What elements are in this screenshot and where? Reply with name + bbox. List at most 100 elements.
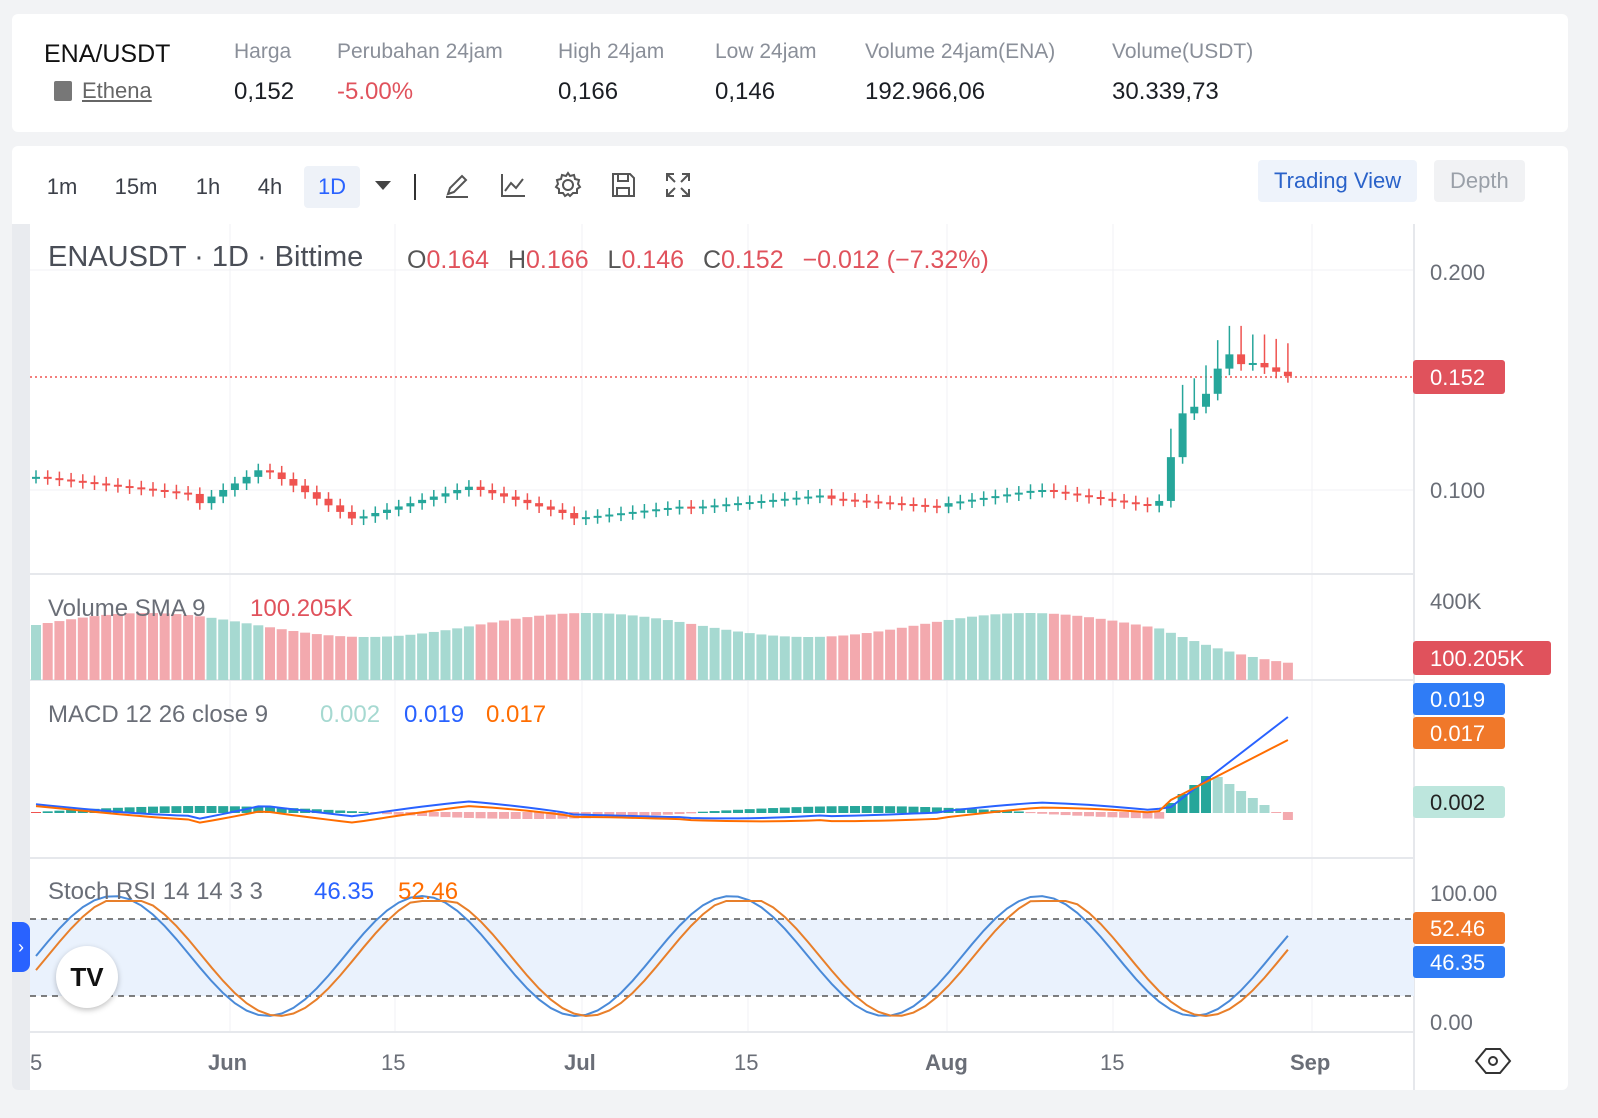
- volume-bar: [288, 631, 299, 680]
- candle-body: [956, 501, 965, 504]
- macd-hist-bar: [733, 809, 743, 813]
- candle-body: [453, 490, 462, 494]
- candle-body: [780, 498, 789, 501]
- volume-bar: [1119, 622, 1130, 680]
- fullscreen-icon[interactable]: [663, 170, 693, 200]
- stat-value: 192.966,06: [865, 78, 986, 105]
- save-icon[interactable]: [608, 170, 638, 200]
- volume-bar: [697, 625, 708, 680]
- stoch-k-badge-value: 46.35: [1430, 950, 1485, 975]
- candle-body: [406, 503, 415, 507]
- candle-body: [336, 505, 345, 512]
- candle-body: [897, 503, 906, 506]
- timeframe-1m[interactable]: 1m: [46, 174, 78, 199]
- candle-body: [511, 496, 520, 500]
- macd-hist-bar: [721, 810, 732, 813]
- stat-low: Low 24jam 0,146: [715, 40, 817, 106]
- pencil-icon[interactable]: [442, 170, 472, 200]
- volume-bar: [1072, 615, 1083, 680]
- candle-body: [1085, 495, 1093, 498]
- timeframe-4h[interactable]: 4h: [257, 174, 283, 199]
- candle-body: [102, 483, 111, 486]
- line-chart-icon[interactable]: [498, 170, 528, 200]
- candle-body: [886, 502, 895, 505]
- macd-hist-bar: [510, 812, 521, 819]
- volume-bar: [159, 613, 170, 680]
- volume-bar: [534, 615, 545, 680]
- ticker-card: ENA/USDT Ethena Harga 0,152 Perubahan 24…: [12, 14, 1568, 132]
- macd-hist-bar: [1095, 812, 1106, 817]
- macd-hist-bar: [31, 812, 41, 813]
- candle-body: [991, 496, 1000, 499]
- macd-hist-bar: [288, 808, 299, 813]
- timeframe-1h[interactable]: 1h: [195, 174, 221, 199]
- volume-bar: [1025, 613, 1036, 680]
- stat-label: Volume(USDT): [1112, 40, 1254, 63]
- volume-bar: [265, 627, 275, 680]
- time-tick: 5: [30, 1050, 42, 1075]
- stat-high: High 24jam 0,166: [558, 40, 664, 106]
- volume-bar: [616, 614, 626, 680]
- timeframe-1d[interactable]: 1D: [304, 166, 360, 208]
- tradingview-logo[interactable]: TV: [56, 946, 118, 1008]
- volume-bar: [1165, 632, 1176, 680]
- side-panel-toggle[interactable]: ›: [12, 922, 30, 972]
- coin-name[interactable]: Ethena: [82, 78, 152, 103]
- macd-hist-bar: [311, 809, 322, 813]
- macd-hist-bar: [826, 806, 837, 813]
- volume-bar: [1189, 641, 1200, 680]
- stoch-legend-d: 52.46: [398, 878, 458, 905]
- macd-hist-bar: [1271, 812, 1282, 813]
- volume-bar: [955, 618, 966, 680]
- macd-hist-bar: [873, 806, 884, 813]
- candle-body: [1202, 393, 1210, 407]
- macd-hist-bar: [1060, 812, 1071, 816]
- time-tick: Jun: [208, 1050, 247, 1075]
- macd-hist-bar: [674, 812, 685, 815]
- stoch-band: [30, 919, 1414, 996]
- candle-body: [663, 507, 672, 510]
- settings-hex-icon[interactable]: [1474, 1048, 1512, 1074]
- volume-bar: [967, 616, 977, 680]
- chevron-down-icon[interactable]: [370, 172, 396, 198]
- legend-o-label: O: [407, 246, 426, 274]
- volume-bar: [838, 635, 849, 680]
- volume-bar: [1282, 662, 1293, 680]
- candle-body: [394, 506, 403, 510]
- macd-hist-bar: [1072, 812, 1083, 816]
- macd-hist-bar: [276, 807, 287, 813]
- macd-hist-bar: [1084, 812, 1094, 817]
- macd-hist-bar: [1119, 812, 1130, 818]
- macd-hist-bar: [1177, 794, 1188, 813]
- candle-body: [137, 487, 146, 490]
- candle-body: [1038, 490, 1047, 492]
- macd-hist-bar: [1154, 812, 1165, 819]
- trading-chart[interactable]: ENAUSDT · 1D · Bittime O0.164 H0.166 L0.…: [12, 146, 1568, 1090]
- volume-bar: [440, 630, 451, 680]
- macd-histogram: [31, 776, 1293, 820]
- stat-label: Harga: [234, 40, 292, 63]
- candle-body: [254, 470, 263, 477]
- macd-hist-bar: [1224, 784, 1235, 813]
- gear-icon[interactable]: [553, 170, 583, 200]
- macd-hist-bar: [1212, 777, 1223, 813]
- coin-link[interactable]: Ethena: [54, 78, 152, 104]
- volume-bar: [1060, 614, 1071, 680]
- timeframe-15m[interactable]: 15m: [114, 174, 158, 199]
- legend-close: 0.152: [721, 246, 784, 274]
- volume-bar: [1259, 659, 1270, 680]
- time-tick: 15: [734, 1050, 758, 1075]
- candle-body: [1190, 406, 1199, 414]
- volume-bar: [1037, 613, 1048, 680]
- candle-body: [1073, 493, 1082, 496]
- depth-button[interactable]: Depth: [1434, 160, 1525, 202]
- candle-body: [921, 504, 930, 507]
- macd-hist-bar: [814, 806, 825, 813]
- trading-view-button[interactable]: Trading View: [1258, 160, 1418, 202]
- candle-body: [1213, 368, 1222, 394]
- candle-body: [1260, 362, 1269, 368]
- candle-body: [277, 472, 286, 480]
- candle-body: [605, 514, 614, 517]
- volume-bars: [31, 613, 1293, 680]
- macd-legend-macd: 0.019: [404, 701, 464, 728]
